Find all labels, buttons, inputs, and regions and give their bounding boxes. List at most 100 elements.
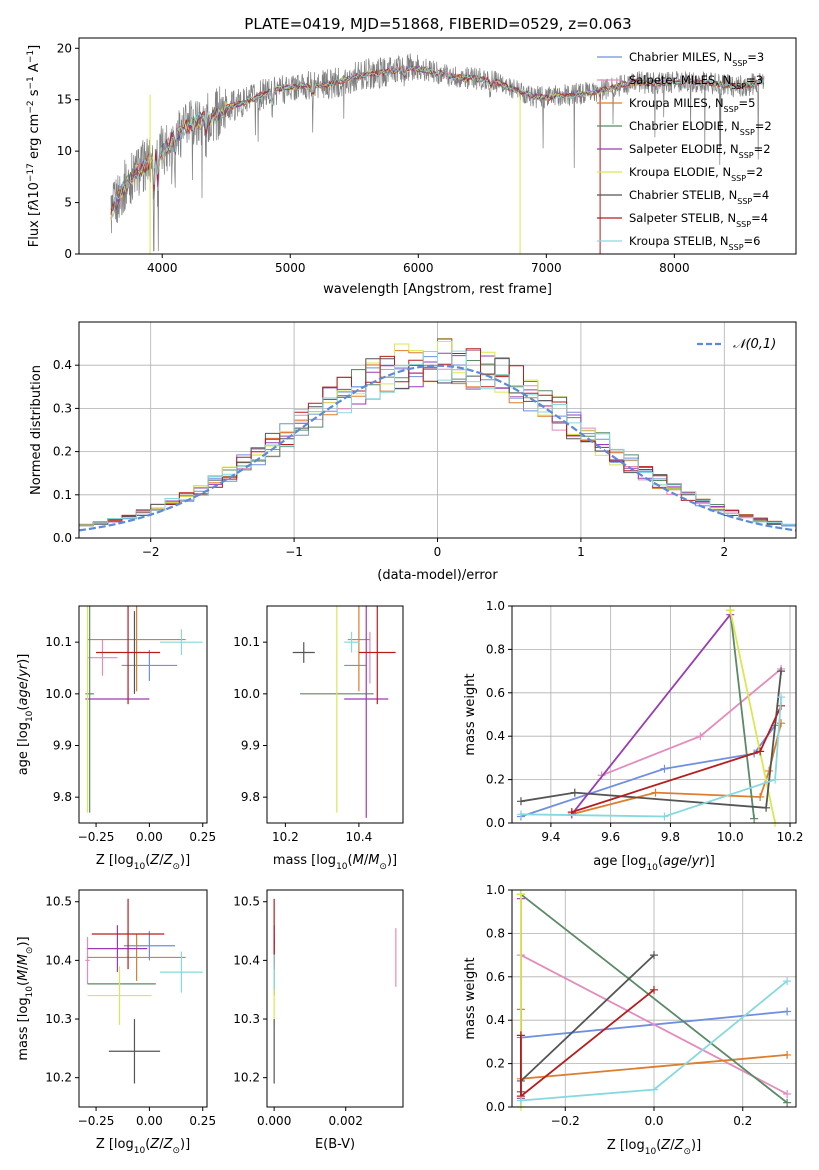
weight-line [520,893,788,1104]
x-tick-label: 0.25 [189,830,216,844]
y-tick-label: 1.0 [486,599,505,613]
y-tick-label: 0.4 [486,729,505,743]
y-tick-label: 20 [57,41,72,55]
weight-point-marker [650,1085,658,1094]
x-axis-label: (data-model)/error [377,568,498,583]
weight-point-marker [660,812,669,821]
y-tick-label: 0.6 [486,970,505,984]
mass-vs-reddening-panel: 0.000 0.002 10.2 10.3 10.4 10.5 E(B-V) [233,889,404,1152]
x-axis-label: wavelength [Angstrom, rest frame] [323,282,552,297]
y-axis-label: mass weight [463,673,478,755]
age-vs-metallicity-panel: −0.25 0.00 0.25 9.8 9.9 10.0 10.1 Z [log10(Z/Z⊙… [16,605,216,872]
weight-point-marker [783,1089,792,1098]
weight-series-salpeter-stelib [516,985,658,1101]
weight-point-marker [650,951,658,960]
axes-frame [511,605,797,824]
y-tick-label: 9.9 [53,739,72,753]
x-tick-label: 10.2 [272,830,299,844]
y-tick-label: 15 [57,93,72,107]
x-axis-label: Z [log10(Z/Z⊙)] [96,1137,190,1156]
error-bar-kroupa-miles [87,933,186,981]
weight-point-marker [750,814,759,823]
weight-line [520,954,655,1092]
spectrum-legend: Chabrier MILES, NSSP=3 Salpeter MILES, NS… [597,50,772,252]
error-bar-kroupa-stelib [160,629,203,656]
x-tick-label: 5000 [275,261,306,275]
x-axis-label: Z [log10(Z/Z⊙)] [607,1138,701,1157]
x-axis-label: E(B-V) [315,1137,355,1152]
y-tick-label: 9.8 [53,790,72,804]
weight-line [520,671,782,809]
weight-point-marker [516,797,525,806]
weight-series-chabrier-stelib [516,667,786,812]
age-vs-mass-panel: 10.2 10.4 9.8 9.9 10.0 10.1 mass [log10(M/M⊙)] [233,605,404,872]
weight-point-marker [783,1050,792,1059]
error-bar-chabrier-miles [123,931,175,961]
error-bar-chabrier-stelib [292,642,315,663]
x-tick-label: 0.000 [257,1114,291,1128]
x-tick-label: 10.0 [717,830,744,844]
error-bar-kroupa-miles [87,606,186,692]
weight-point-marker [726,606,735,615]
legend-entry: Kroupa MILES, NSSP=5 [629,96,755,114]
x-tick-label: 10.4 [346,830,373,844]
error-bar-salpeter-elodie [344,606,389,818]
legend-entry: Chabrier MILES, NSSP=3 [629,50,764,68]
weight-point-marker [771,775,780,784]
model-spectrum-kroupa-stelib [110,66,764,218]
error-bar-chabrier-stelib [108,1019,161,1084]
error-bar-kroupa-stelib [160,951,203,993]
y-tick-label: 10 [57,144,72,158]
x-tick-label: −0.25 [78,1114,115,1128]
weight-point-marker [660,764,669,773]
weight-series-chabrier-stelib [516,951,658,1096]
weight-line [520,954,788,1095]
y-tick-label: 0.4 [53,358,72,372]
error-bar-salpeter-stelib [358,606,396,705]
weight-point-marker [756,792,765,801]
weight-series-kroupa-stelib [516,693,786,821]
x-tick-label: 0.00 [136,1114,163,1128]
y-tick-label: 0.6 [486,686,505,700]
weight-point-marker [783,1007,792,1016]
x-axis-label: mass [log10(M/M⊙)] [273,853,397,872]
weight-line [729,610,755,819]
x-tick-label: −0.25 [78,830,115,844]
y-tick-label: 0 [64,247,72,261]
y-tick-label: 10.1 [233,635,260,649]
y-tick-label: 0.0 [486,816,505,830]
y-tick-label: 0.2 [53,445,72,459]
y-tick-label: 0.2 [486,1057,505,1071]
y-tick-label: 10.3 [45,1012,72,1026]
error-bar-chabrier-elodie [85,606,94,813]
axes-frame [78,37,797,255]
error-bar-salpeter-stelib [91,898,165,970]
y-tick-label: 9.9 [241,739,260,753]
weight-point-marker [696,732,705,741]
y-tick-label: 10.0 [45,687,72,701]
x-tick-label: 2 [720,545,728,559]
y-tick-label: 1.0 [486,883,505,897]
x-tick-label: 7000 [531,261,562,275]
weight-point-marker [762,803,771,812]
x-axis-label: Z [log10(Z/Z⊙)] [96,853,190,872]
legend-entry: Chabrier ELODIE, NSSP=2 [629,119,772,137]
x-tick-label: 9.6 [601,830,620,844]
legend-entry: Salpeter MILES, NSSP=3 [629,73,763,91]
error-bar-salpeter-stelib [96,606,161,705]
x-tick-label: 0.00 [136,830,163,844]
x-tick-label: 0.0 [644,1114,663,1128]
figure-title: PLATE=0419, MJD=51868, FIBERID=0529, z=0… [244,15,631,33]
x-tick-label: 0.002 [329,1114,363,1128]
x-tick-label: 0.25 [189,1114,216,1128]
y-axis-label: age [log10(age/yr)] [16,654,35,776]
y-tick-label: 10.1 [45,635,72,649]
error-bar-salpeter-elodie [87,925,148,973]
x-tick-label: 1 [577,545,585,559]
weight-point-marker [516,1031,525,1040]
y-tick-label: 0.0 [486,1100,505,1114]
spectrum-panel: 4000 5000 6000 7000 8000 0 5 10 15 20 wavelength [… [26,37,797,297]
y-tick-label: 0.8 [486,642,505,656]
weight-point-marker [777,693,786,702]
